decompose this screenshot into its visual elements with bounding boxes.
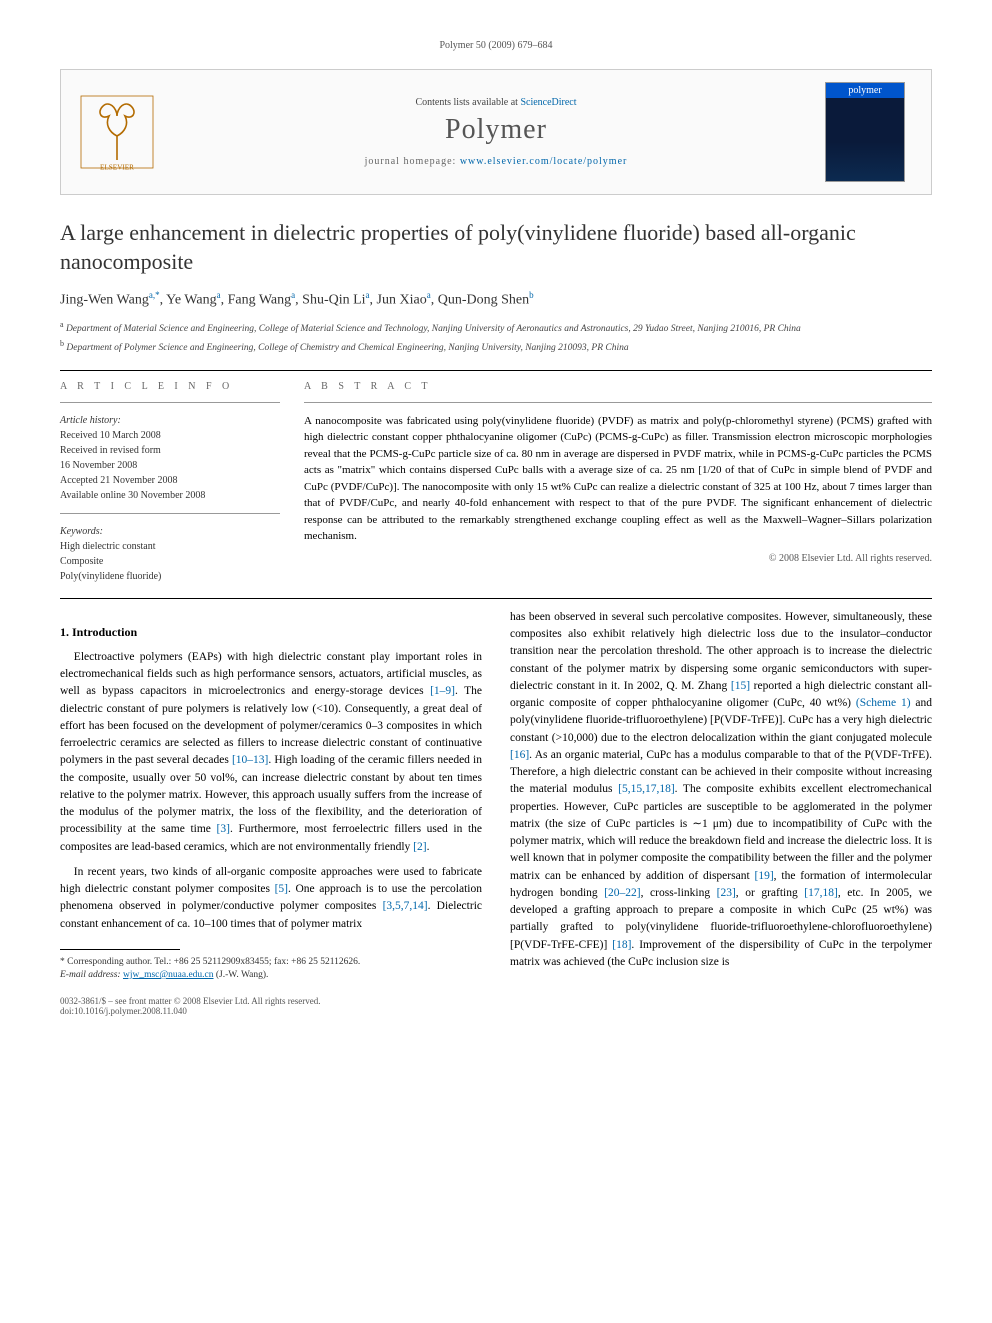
- elsevier-logo: ELSEVIER: [77, 92, 157, 172]
- rule-bottom: [60, 598, 932, 599]
- cover-thumb: polymer: [825, 82, 905, 182]
- journal-name: Polymer: [179, 114, 813, 146]
- body-paragraph: Electroactive polymers (EAPs) with high …: [60, 649, 482, 856]
- email-suffix: (J.-W. Wang).: [216, 970, 269, 980]
- doi-line: doi:10.1016/j.polymer.2008.11.040: [60, 1006, 932, 1016]
- history-line: Received in revised form: [60, 443, 280, 458]
- article-info-body: Article history: Received 10 March 2008R…: [60, 413, 280, 584]
- abstract-rule: [304, 402, 932, 403]
- masthead: ELSEVIER Contents lists available at Sci…: [60, 69, 932, 195]
- affiliation: a Department of Material Science and Eng…: [60, 319, 932, 336]
- history-label: Article history:: [60, 413, 280, 428]
- authors: Jing-Wen Wanga,*, Ye Wanga, Fang Wanga, …: [60, 290, 932, 309]
- homepage-line: journal homepage: www.elsevier.com/locat…: [179, 156, 813, 167]
- masthead-center: Contents lists available at ScienceDirec…: [179, 97, 813, 167]
- page: Polymer 50 (2009) 679–684 ELSEVIER Conte…: [0, 0, 992, 1056]
- front-matter-line: 0032-3861/$ – see front matter © 2008 El…: [60, 996, 932, 1006]
- affiliations: a Department of Material Science and Eng…: [60, 319, 932, 356]
- running-head: Polymer 50 (2009) 679–684: [60, 40, 932, 51]
- corresponding-footnote: * Corresponding author. Tel.: +86 25 521…: [60, 956, 482, 983]
- body-paragraph: has been observed in several such percol…: [510, 609, 932, 971]
- body-columns: 1. Introduction Electroactive polymers (…: [60, 609, 932, 983]
- contents-prefix: Contents lists available at: [415, 97, 520, 108]
- keyword: Composite: [60, 554, 280, 569]
- email-line: E-mail address: wjw_msc@nuaa.edu.cn (J.-…: [60, 969, 482, 982]
- history-block: Article history: Received 10 March 2008R…: [60, 413, 280, 503]
- article-title: A large enhancement in dielectric proper…: [60, 219, 932, 276]
- corresponding-line: * Corresponding author. Tel.: +86 25 521…: [60, 956, 482, 969]
- email-link[interactable]: wjw_msc@nuaa.edu.cn: [123, 970, 214, 980]
- info-rule: [60, 402, 280, 403]
- keyword: High dielectric constant: [60, 539, 280, 554]
- article-info-heading: A R T I C L E I N F O: [60, 381, 280, 392]
- homepage-link[interactable]: www.elsevier.com/locate/polymer: [460, 156, 628, 167]
- history-rule: [60, 513, 280, 514]
- tree-icon: ELSEVIER: [77, 92, 157, 172]
- copyright: © 2008 Elsevier Ltd. All rights reserved…: [304, 553, 932, 564]
- footnote-separator: [60, 949, 180, 950]
- body-paragraph: In recent years, two kinds of all-organi…: [60, 864, 482, 933]
- history-line: Accepted 21 November 2008: [60, 473, 280, 488]
- article-info: A R T I C L E I N F O Article history: R…: [60, 381, 280, 584]
- rule-top: [60, 370, 932, 371]
- section-1-heading: 1. Introduction: [60, 623, 482, 641]
- svg-text:ELSEVIER: ELSEVIER: [100, 164, 134, 172]
- info-abstract-row: A R T I C L E I N F O Article history: R…: [60, 381, 932, 584]
- abstract-text: A nanocomposite was fabricated using pol…: [304, 413, 932, 545]
- history-line: 16 November 2008: [60, 458, 280, 473]
- history-line: Available online 30 November 2008: [60, 488, 280, 503]
- sciencedirect-link[interactable]: ScienceDirect: [520, 97, 576, 108]
- email-label: E-mail address:: [60, 970, 121, 980]
- cover-label: polymer: [826, 83, 904, 98]
- abstract-col: A B S T R A C T A nanocomposite was fabr…: [304, 381, 932, 584]
- history-line: Received 10 March 2008: [60, 428, 280, 443]
- cover-image: [826, 98, 904, 181]
- doi-block: 0032-3861/$ – see front matter © 2008 El…: [60, 996, 932, 1016]
- homepage-prefix: journal homepage:: [365, 156, 460, 167]
- affiliation: b Department of Polymer Science and Engi…: [60, 338, 932, 355]
- keywords-block: Keywords: High dielectric constantCompos…: [60, 524, 280, 584]
- keyword: Poly(vinylidene fluoride): [60, 569, 280, 584]
- keywords-label: Keywords:: [60, 524, 280, 539]
- contents-line: Contents lists available at ScienceDirec…: [179, 97, 813, 108]
- abstract-heading: A B S T R A C T: [304, 381, 932, 392]
